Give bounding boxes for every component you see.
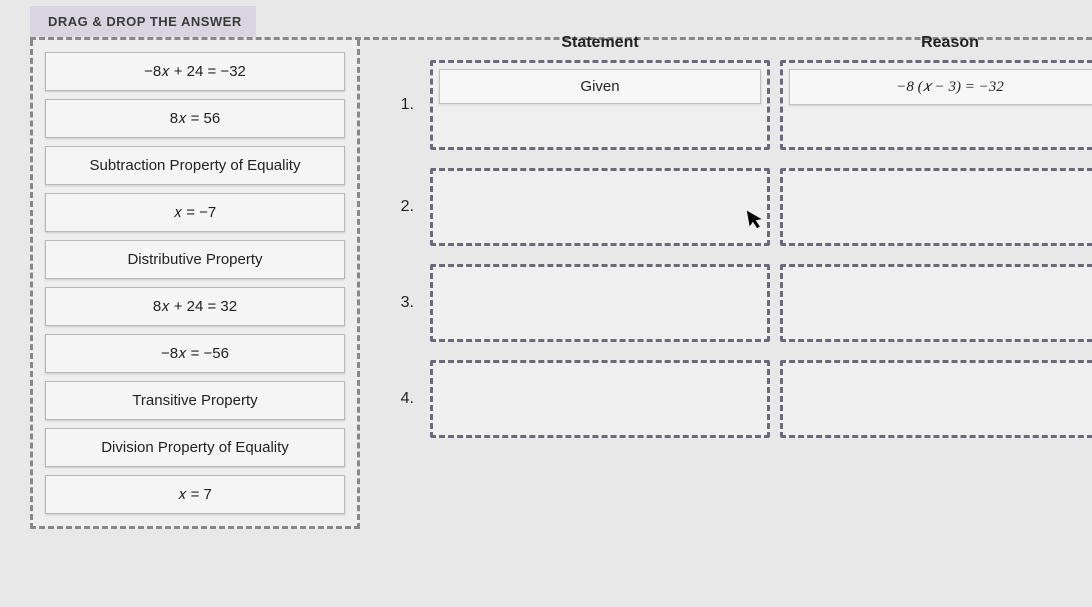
proof-row: 1. Given −8 (𝑥 − 3) = −32 [380, 60, 1060, 150]
row-number: 4. [380, 390, 420, 408]
drag-item[interactable]: Distributive Property [45, 240, 345, 279]
proof-rows: 1. Given −8 (𝑥 − 3) = −32 2. 3. 4. [380, 60, 1060, 438]
row-number: 2. [380, 198, 420, 216]
drag-item[interactable]: −8𝑥 = −56 [45, 334, 345, 373]
drop-zone-reason[interactable]: −8 (𝑥 − 3) = −32 [780, 60, 1092, 150]
proof-row: 4. [380, 360, 1060, 438]
proof-row: 3. [380, 264, 1060, 342]
drop-zone-statement[interactable] [430, 264, 770, 342]
column-headers: Statement Reason [380, 34, 1060, 52]
drag-item[interactable]: Subtraction Property of Equality [45, 146, 345, 185]
header-reason: Reason [780, 34, 1092, 52]
proof-table: Statement Reason 1. Given −8 (𝑥 − 3) = −… [380, 18, 1080, 448]
row-number: 3. [380, 294, 420, 312]
placed-item[interactable]: Given [439, 69, 761, 104]
drag-item[interactable]: 𝑥 = 7 [45, 475, 345, 514]
drag-item[interactable]: 8𝑥 = 56 [45, 99, 345, 138]
drag-item[interactable]: Transitive Property [45, 381, 345, 420]
drag-drop-title: DRAG & DROP THE ANSWER [30, 6, 256, 37]
proof-row: 2. [380, 168, 1060, 246]
drag-item[interactable]: 8𝑥 + 24 = 32 [45, 287, 345, 326]
drop-zone-reason[interactable] [780, 360, 1092, 438]
header-statement: Statement [430, 34, 770, 52]
drag-item[interactable]: −8𝑥 + 24 = −32 [45, 52, 345, 91]
placed-item[interactable]: −8 (𝑥 − 3) = −32 [789, 69, 1092, 105]
row-number: 1. [380, 96, 420, 114]
drop-zone-reason[interactable] [780, 264, 1092, 342]
source-panel: −8𝑥 + 24 = −32 8𝑥 = 56 Subtraction Prope… [30, 40, 360, 529]
drop-zone-statement[interactable]: Given [430, 60, 770, 150]
drag-item[interactable]: 𝑥 = −7 [45, 193, 345, 232]
drop-zone-reason[interactable] [780, 168, 1092, 246]
drop-zone-statement[interactable] [430, 360, 770, 438]
drop-zone-statement[interactable] [430, 168, 770, 246]
drag-item[interactable]: Division Property of Equality [45, 428, 345, 467]
